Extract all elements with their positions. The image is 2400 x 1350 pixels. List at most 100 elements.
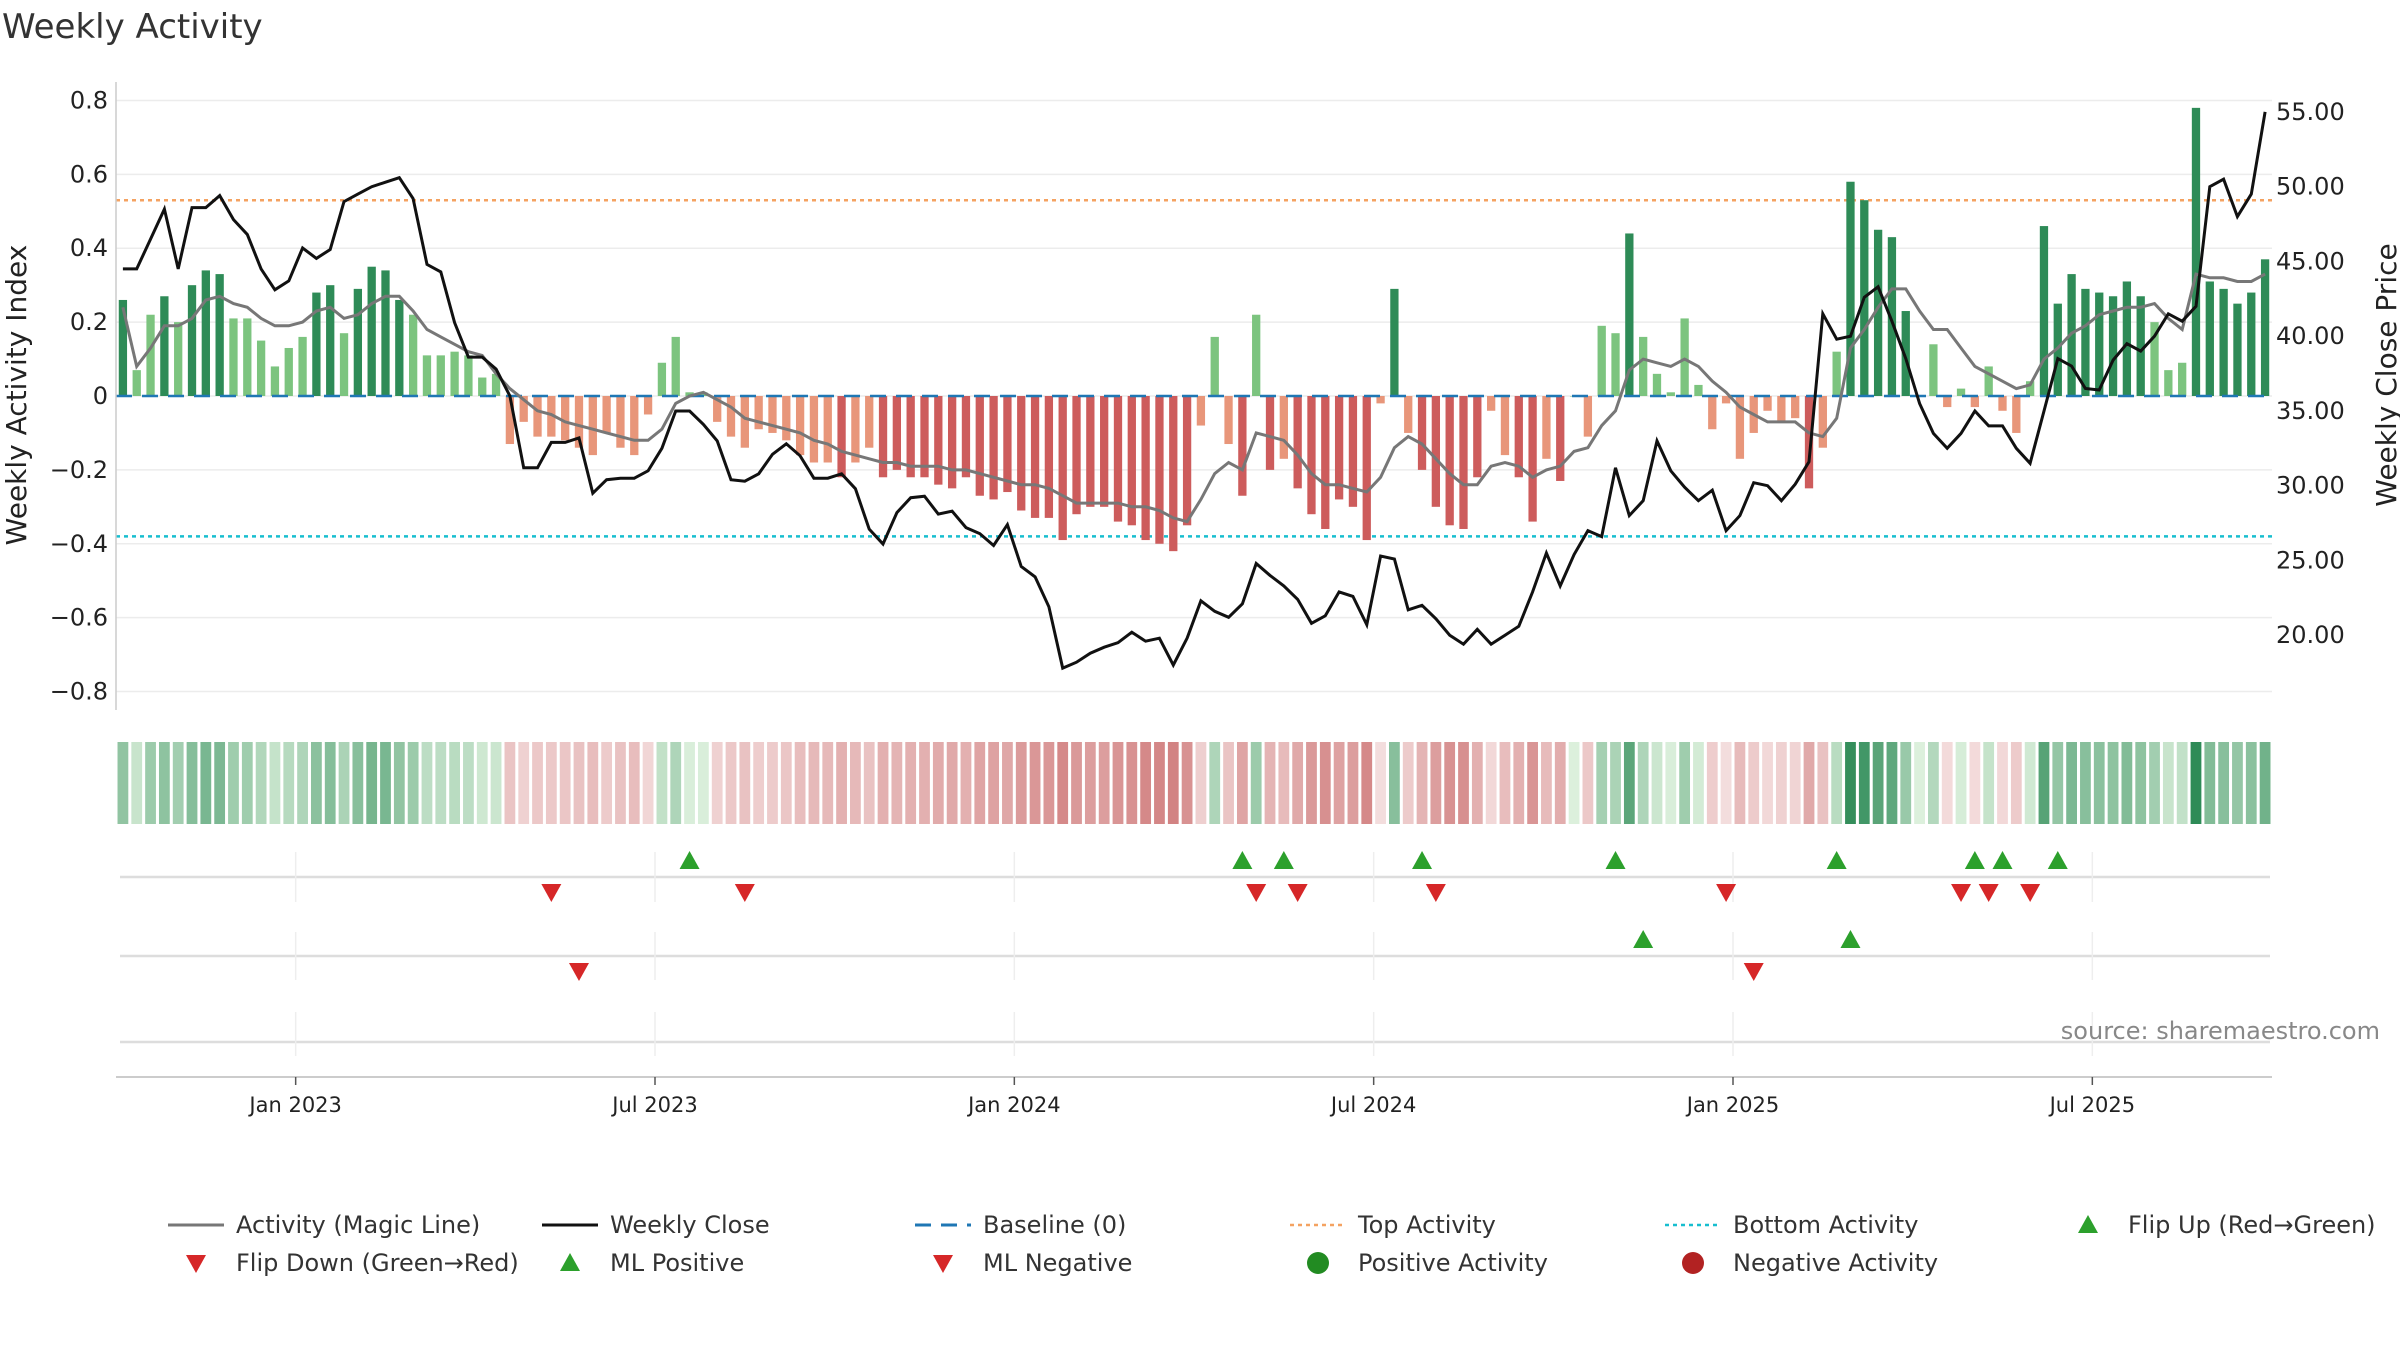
activity-bar bbox=[1873, 229, 1883, 396]
activity-strip-cell bbox=[656, 742, 668, 824]
activity-bar bbox=[298, 336, 307, 396]
activity-strip-cell bbox=[2245, 742, 2257, 824]
activity-bar bbox=[464, 355, 473, 396]
activity-bar bbox=[174, 322, 183, 396]
activity-bar bbox=[1652, 373, 1662, 396]
activity-bar bbox=[1514, 396, 1523, 478]
activity-bar bbox=[2247, 292, 2256, 396]
activity-strip-cell bbox=[269, 742, 281, 824]
activity-bar bbox=[975, 396, 984, 496]
activity-strip-cell bbox=[241, 742, 253, 824]
activity-bar bbox=[685, 392, 694, 396]
activity-bar bbox=[768, 396, 777, 433]
legend-label: Weekly Close bbox=[610, 1211, 770, 1239]
activity-bar bbox=[1486, 396, 1496, 411]
flip-up-marker bbox=[1412, 851, 1433, 869]
activity-bar bbox=[408, 314, 418, 396]
activity-strip-cell bbox=[1775, 742, 1787, 824]
ml-negative-marker bbox=[568, 963, 589, 981]
y-tick-label: 0.2 bbox=[70, 308, 108, 336]
activity-bar bbox=[284, 347, 293, 396]
activity-strip-cell bbox=[380, 742, 391, 824]
activity-strip-cell bbox=[1872, 742, 1884, 824]
activity-strip-cell bbox=[393, 742, 405, 824]
source-label: source: sharemaestro.com bbox=[2061, 1017, 2380, 1045]
activity-bar bbox=[1417, 396, 1427, 470]
activity-bar bbox=[754, 396, 763, 430]
activity-bar bbox=[505, 396, 515, 445]
activity-bar bbox=[1666, 392, 1675, 396]
activity-strip-cell bbox=[877, 742, 889, 824]
flip-up-marker bbox=[1826, 851, 1847, 869]
activity-strip-cell bbox=[463, 742, 474, 824]
activity-strip-cell bbox=[1140, 742, 1152, 824]
activity-bar bbox=[436, 355, 445, 396]
y-tick-label: −0.2 bbox=[50, 456, 108, 484]
activity-strip-cell bbox=[767, 742, 778, 824]
activity-bar bbox=[671, 336, 680, 396]
activity-bar bbox=[726, 396, 736, 437]
ml-negative-marker bbox=[1743, 963, 1764, 981]
activity-strip-cell bbox=[1416, 742, 1428, 824]
activity-strip-cell bbox=[214, 742, 226, 824]
activity-strip-cell bbox=[739, 742, 751, 824]
activity-bar bbox=[2205, 281, 2214, 396]
y2-tick-label: 45.00 bbox=[2276, 247, 2345, 275]
activity-bar bbox=[1556, 396, 1565, 481]
activity-strip-cell bbox=[449, 742, 460, 824]
activity-bar bbox=[1238, 396, 1247, 496]
activity-bar bbox=[422, 355, 432, 396]
activity-strip-cell bbox=[988, 742, 999, 824]
flip-up-marker bbox=[679, 851, 700, 869]
activity-strip-cell bbox=[2066, 742, 2077, 824]
activity-strip-cell bbox=[297, 742, 308, 824]
activity-bar bbox=[1694, 384, 1703, 396]
activity-strip-cell bbox=[1651, 742, 1663, 824]
activity-bar bbox=[2219, 288, 2228, 396]
y2-tick-label: 40.00 bbox=[2276, 322, 2345, 350]
y2-tick-label: 25.00 bbox=[2276, 546, 2345, 574]
activity-bar bbox=[547, 396, 556, 437]
activity-strip-cell bbox=[2052, 742, 2064, 824]
activity-strip-cell bbox=[1043, 742, 1055, 824]
activity-bar bbox=[1030, 396, 1040, 518]
activity-bar bbox=[947, 396, 957, 489]
activity-strip-cell bbox=[435, 742, 447, 824]
activity-strip-cell bbox=[780, 742, 792, 824]
activity-strip-cell bbox=[974, 742, 986, 824]
activity-bar bbox=[1887, 237, 1897, 396]
flip-down-marker bbox=[1246, 884, 1267, 902]
activity-strip-cell bbox=[919, 742, 930, 824]
legend-item: ML Negative bbox=[933, 1249, 1132, 1277]
activity-strip-cell bbox=[2162, 742, 2174, 824]
activity-strip-cell bbox=[601, 742, 613, 824]
activity-strip-cell bbox=[1015, 742, 1027, 824]
activity-strip-cell bbox=[366, 742, 378, 824]
activity-bar bbox=[1804, 396, 1814, 489]
activity-strip-cell bbox=[283, 742, 295, 824]
activity-bar bbox=[2095, 292, 2104, 396]
activity-bar bbox=[1362, 396, 1371, 541]
flip-down-marker bbox=[2020, 884, 2041, 902]
activity-strip-cell bbox=[1485, 742, 1497, 824]
legend-item: ML Positive bbox=[560, 1249, 744, 1277]
activity-bar bbox=[132, 370, 141, 396]
activity-strip-cell bbox=[1112, 742, 1124, 824]
activity-bar bbox=[229, 318, 238, 396]
activity-heat-strip bbox=[117, 742, 2271, 824]
activity-bar bbox=[533, 396, 542, 437]
x-axis-ticks: Jan 2023 Jul 2023 Jan 2024 Jul 2024 Jan 2025… bbox=[116, 1076, 2272, 1117]
activity-strip-cell bbox=[1845, 742, 1856, 824]
activity-strip-cell bbox=[1333, 742, 1345, 824]
activity-strip-cell bbox=[504, 742, 516, 824]
activity-strip-cell bbox=[1319, 742, 1331, 824]
activity-bar bbox=[809, 396, 819, 463]
activity-strip-cell bbox=[1928, 742, 1939, 824]
activity-strip-cell bbox=[1250, 742, 1262, 824]
flip-down-marker bbox=[1716, 884, 1737, 902]
activity-bar bbox=[782, 396, 791, 441]
y-tick-label: 0.8 bbox=[70, 86, 108, 114]
activity-bar bbox=[326, 285, 335, 396]
activity-bar bbox=[1984, 366, 1993, 396]
